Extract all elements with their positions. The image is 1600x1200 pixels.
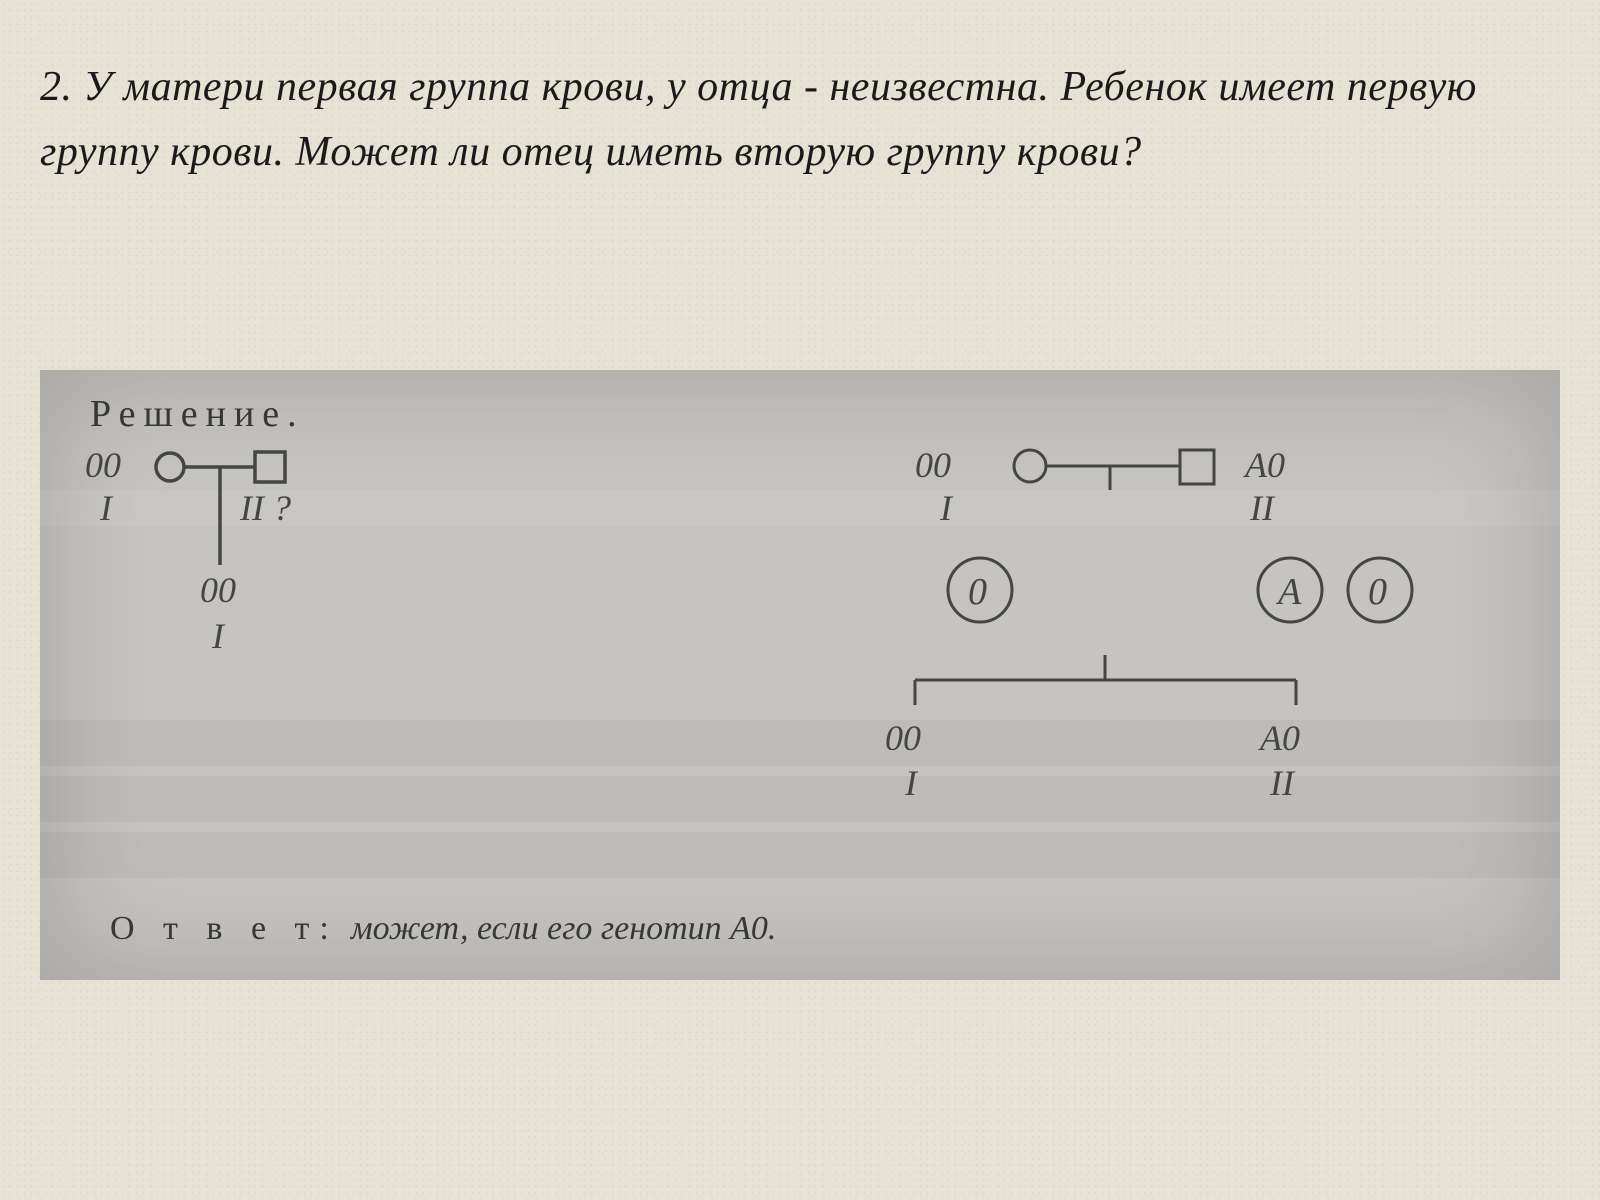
solution-panel: Решение. 00 I II ? 00 I 00 I A0 II 0 [40,370,1560,980]
pedigree-right: 00 I A0 II 0 A 0 00 I A0 II [770,370,1530,870]
left-child-group: I [211,616,226,656]
answer-line: О т в е т: может, если его генотип A0. [110,910,776,948]
right-mother-group: I [939,488,954,528]
offspring-2-group: II [1269,763,1296,803]
right-mother-symbol [1014,450,1046,482]
answer-prefix: О т в е т: [110,910,339,947]
question-text: 2. У матери первая группа крови, у отца … [40,55,1560,185]
left-mother-symbol [156,453,184,481]
svg-text:0: 0 [1368,571,1387,613]
right-father-group: II [1249,488,1276,528]
right-mother-genotype: 00 [915,445,951,485]
offspring-2-genotype: A0 [1258,718,1300,758]
left-child-genotype: 00 [200,570,236,610]
left-father-group: II ? [239,488,291,528]
right-father-genotype: A0 [1243,445,1285,485]
answer-body: может, если его генотип A0. [351,910,777,947]
cross-bracket [915,655,1296,705]
offspring-1-genotype: 00 [885,718,921,758]
right-father-symbol [1180,450,1214,484]
left-mother-genotype: 00 [85,445,121,485]
svg-text:A: A [1275,571,1302,613]
offspring-1-group: I [904,763,919,803]
left-mother-group: I [99,488,114,528]
gametes: 0 A 0 [948,558,1412,622]
pedigree-left: 00 I II ? 00 I [40,370,460,750]
left-father-symbol [255,452,285,482]
svg-text:0: 0 [968,571,987,613]
